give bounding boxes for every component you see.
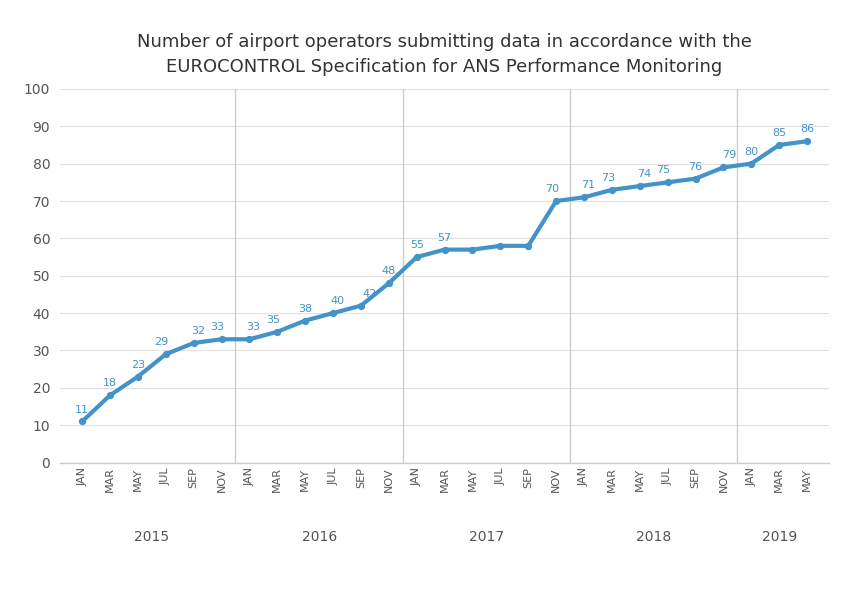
Point [577,193,591,202]
Text: 80: 80 [744,146,758,157]
Point [382,279,396,288]
Point [522,241,535,251]
Text: 76: 76 [688,162,703,171]
Point [438,245,451,254]
Point [298,316,312,326]
Text: 55: 55 [410,240,424,250]
Text: 2017: 2017 [469,530,504,544]
Text: 74: 74 [637,169,651,179]
Point [466,245,480,254]
Text: 79: 79 [722,151,736,161]
Text: 40: 40 [330,296,345,306]
Text: 75: 75 [657,165,670,176]
Text: 57: 57 [438,232,451,243]
Point [187,338,201,347]
Text: 2015: 2015 [134,530,169,544]
Point [772,141,786,150]
Point [493,241,507,251]
Point [688,174,702,183]
Point [549,196,563,206]
Text: 11: 11 [75,404,89,415]
Point [354,301,368,310]
Point [159,349,173,359]
Title: Number of airport operators submitting data in accordance with the
EUROCONTROL S: Number of airport operators submitting d… [137,33,752,76]
Point [131,372,144,381]
Text: 2018: 2018 [636,530,671,544]
Text: 32: 32 [191,326,205,336]
Point [270,327,284,337]
Text: 23: 23 [131,360,145,369]
Text: 71: 71 [581,180,595,190]
Text: 85: 85 [772,128,787,138]
Text: 2019: 2019 [762,530,797,544]
Text: 42: 42 [363,289,376,299]
Point [716,162,730,172]
Text: 33: 33 [210,323,224,332]
Point [103,391,117,400]
Text: 70: 70 [545,184,559,194]
Text: 18: 18 [103,378,117,388]
Text: 86: 86 [800,125,814,134]
Text: 35: 35 [266,315,280,325]
Text: 48: 48 [381,266,396,276]
Text: 33: 33 [246,323,261,332]
Point [661,178,675,187]
Text: 73: 73 [601,173,615,183]
Point [75,417,89,426]
Point [633,181,646,191]
Point [605,185,619,195]
Text: 29: 29 [155,337,168,347]
Point [745,159,758,168]
Point [800,136,814,146]
Point [243,334,256,344]
Text: 2016: 2016 [302,530,337,544]
Point [410,253,423,262]
Text: 38: 38 [298,304,312,314]
Point [327,308,340,318]
Point [215,334,228,344]
